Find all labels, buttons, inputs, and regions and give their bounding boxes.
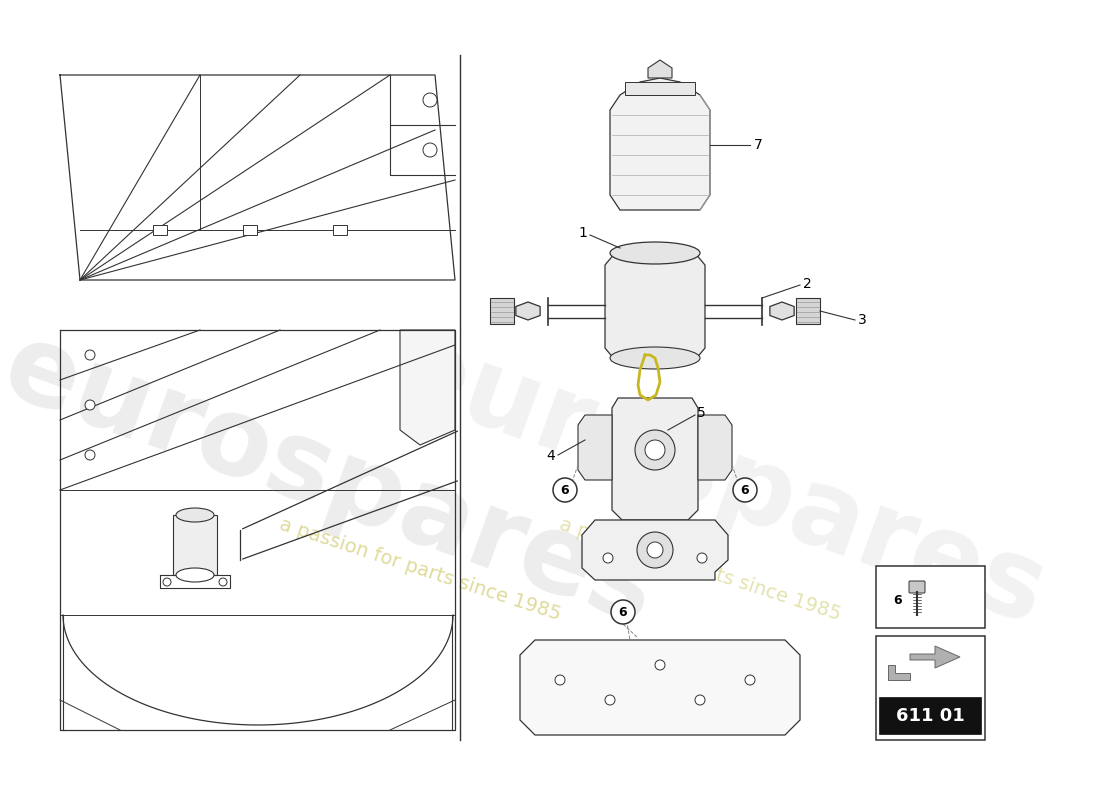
Circle shape <box>219 578 227 586</box>
FancyBboxPatch shape <box>876 566 984 628</box>
Text: 7: 7 <box>754 138 762 152</box>
Text: a passion for parts since 1985: a passion for parts since 1985 <box>557 515 844 625</box>
Circle shape <box>647 542 663 558</box>
Circle shape <box>424 93 437 107</box>
Circle shape <box>605 695 615 705</box>
Circle shape <box>645 440 665 460</box>
Ellipse shape <box>176 508 214 522</box>
Circle shape <box>85 450 95 460</box>
Circle shape <box>654 660 666 670</box>
Circle shape <box>637 532 673 568</box>
Text: 2: 2 <box>803 277 812 291</box>
Circle shape <box>610 600 635 624</box>
Polygon shape <box>173 515 217 575</box>
Text: 611 01: 611 01 <box>895 707 965 725</box>
FancyBboxPatch shape <box>909 581 925 593</box>
Polygon shape <box>578 415 612 480</box>
Polygon shape <box>698 415 732 480</box>
Bar <box>153 225 167 235</box>
Text: 4: 4 <box>547 449 556 463</box>
Polygon shape <box>516 302 540 320</box>
Circle shape <box>553 478 578 502</box>
Text: eurospares: eurospares <box>0 313 670 647</box>
Text: 1: 1 <box>579 226 587 240</box>
Polygon shape <box>605 253 705 360</box>
Text: 6: 6 <box>893 594 902 606</box>
Polygon shape <box>770 302 794 320</box>
Bar <box>333 225 346 235</box>
Circle shape <box>697 553 707 563</box>
Polygon shape <box>610 78 710 210</box>
Polygon shape <box>490 298 514 324</box>
Polygon shape <box>796 298 820 324</box>
Circle shape <box>733 478 757 502</box>
Text: a passion for parts since 1985: a passion for parts since 1985 <box>277 515 563 625</box>
Circle shape <box>85 350 95 360</box>
Polygon shape <box>612 398 698 520</box>
FancyBboxPatch shape <box>879 697 981 734</box>
Polygon shape <box>520 640 800 735</box>
Circle shape <box>85 400 95 410</box>
Ellipse shape <box>176 568 214 582</box>
FancyBboxPatch shape <box>876 636 984 740</box>
Circle shape <box>745 675 755 685</box>
Polygon shape <box>648 60 672 78</box>
Text: 5: 5 <box>697 406 706 420</box>
Polygon shape <box>582 520 728 580</box>
Polygon shape <box>888 665 910 680</box>
Bar <box>243 225 257 235</box>
Polygon shape <box>400 330 455 445</box>
Text: 3: 3 <box>858 313 867 327</box>
Circle shape <box>163 578 170 586</box>
Text: 6: 6 <box>618 606 627 618</box>
Text: 6: 6 <box>561 483 570 497</box>
Text: 6: 6 <box>740 483 749 497</box>
Circle shape <box>635 430 675 470</box>
Polygon shape <box>625 82 695 95</box>
Circle shape <box>603 553 613 563</box>
Polygon shape <box>910 646 960 668</box>
Ellipse shape <box>610 242 700 264</box>
Ellipse shape <box>610 347 700 369</box>
Circle shape <box>556 675 565 685</box>
Text: eurospares: eurospares <box>379 313 1060 647</box>
Circle shape <box>424 143 437 157</box>
Circle shape <box>695 695 705 705</box>
